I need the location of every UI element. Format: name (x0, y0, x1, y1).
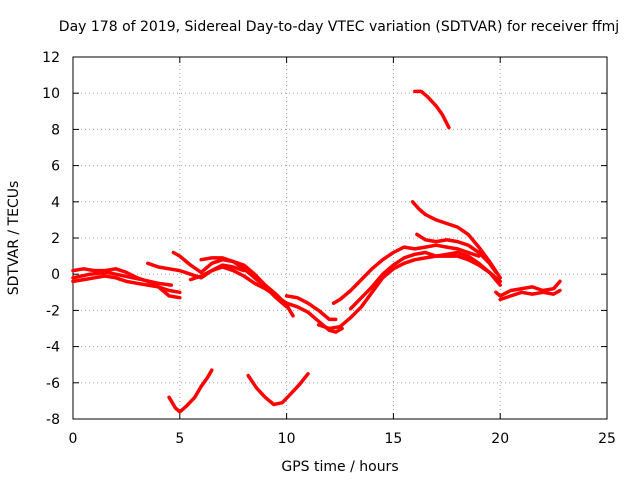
series-line-trace-16 (494, 279, 562, 298)
y-tick-label: 6 (51, 159, 60, 175)
data-series (71, 89, 562, 414)
y-axis-label: SDTVAR / TECUs (6, 181, 22, 296)
x-tick-label: 15 (384, 431, 402, 447)
series-line-trace-15 (413, 89, 451, 130)
y-tick-label: -4 (46, 340, 60, 356)
series-line-trace-19 (246, 372, 310, 407)
series-line-trace-9 (284, 301, 344, 334)
series-line-trace-7 (199, 256, 295, 318)
series-line-trace-12 (348, 250, 502, 311)
x-tick-label: 10 (278, 431, 296, 447)
y-tick-label: 0 (51, 267, 60, 283)
y-tick-label: -6 (46, 376, 60, 392)
x-tick-label: 20 (491, 431, 509, 447)
series-line-trace-10 (316, 254, 502, 331)
series-line-trace-14 (415, 232, 498, 275)
y-tick-label: 4 (51, 195, 60, 211)
series-line-trace-11 (331, 243, 481, 305)
x-axis-label: GPS time / hours (281, 459, 398, 475)
series-line-trace-6 (188, 265, 289, 305)
y-tick-label: -8 (46, 412, 60, 428)
grid-lines (73, 57, 607, 419)
series-line-trace-2 (71, 267, 182, 300)
y-tick-label: 10 (42, 86, 60, 102)
y-axis-ticks: -8 -6 -4 -2 0 2 4 6 8 10 12 (42, 50, 607, 428)
series-line-trace-3 (71, 270, 174, 287)
x-tick-label: 25 (598, 431, 616, 447)
series-line-trace-18 (167, 368, 214, 414)
y-tick-label: 8 (51, 122, 60, 138)
y-tick-label: -2 (46, 303, 60, 319)
series-line-trace-13 (410, 200, 502, 280)
x-tick-label: 0 (69, 431, 78, 447)
y-tick-label: 2 (51, 231, 60, 247)
y-tick-label: 12 (42, 50, 60, 66)
series-line-trace-17 (498, 288, 562, 302)
x-axis-ticks: 0 5 10 15 20 25 (69, 57, 616, 447)
x-tick-label: 5 (175, 431, 184, 447)
chart-title: Day 178 of 2019, Sidereal Day-to-day VTE… (59, 19, 619, 35)
series-line-trace-8 (284, 294, 338, 322)
